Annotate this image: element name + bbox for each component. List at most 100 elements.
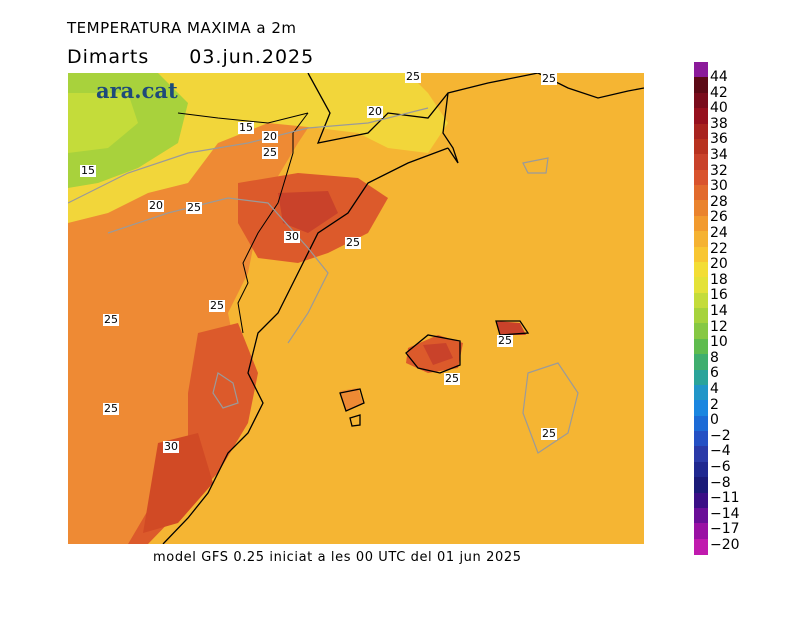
colorbar-cell [694,154,708,171]
colorbar-cell [694,123,708,140]
forecast-day: Dimarts [67,46,150,68]
colorbar-cell [694,292,708,309]
colorbar-cell [694,538,708,555]
colorbar-cell [694,308,708,324]
contour-20 [68,107,429,204]
colorbar-label: 42 [710,84,728,101]
colorbar-cell [694,92,708,109]
model-info: model GFS 0.25 iniciat a les 00 UTC del … [153,550,522,565]
colorbar-cell [694,523,708,540]
colorbar-label: −6 [710,459,731,475]
contour-label: 20 [367,105,383,118]
mallorca-outline [405,334,461,374]
colorbar-cell [694,261,708,278]
colorbar-label: −11 [710,490,740,507]
menorca-outline [495,320,530,336]
colorbar-label: 20 [710,256,728,273]
coastline-gulf [537,73,644,99]
colorbar-cell [694,354,708,370]
forecast-date: Dimarts 03.jun.2025 [67,46,314,68]
contour-label: 25 [103,402,119,415]
contour-label: 25 [345,236,361,249]
map-canvas [68,73,644,544]
colorbar-cell [694,415,708,432]
colorbar-label: 8 [710,349,719,366]
colorbar-label: −17 [710,521,740,538]
colorbar-cell [694,323,708,340]
ibiza-warm [340,388,363,411]
colorbar-cell [694,461,708,478]
contour-small [522,157,549,174]
colorbar-label: 2 [710,396,719,413]
contour-label: 30 [284,230,300,243]
ibiza-outline [339,388,365,412]
colorbar-cell [694,477,708,493]
chart-title: TEMPERATURA MAXIMA a 2m [67,19,297,37]
colorbar [694,62,708,555]
contour-label: 25 [405,70,421,83]
colorbar-label: −14 [710,505,740,522]
mallorca-core [423,343,453,365]
colorbar-cell [694,138,708,155]
coastline-north [307,73,539,144]
colorbar-cell [694,108,708,124]
contour-label: 25 [541,427,557,440]
colorbar-label: −20 [710,537,740,553]
colorbar-label: 12 [710,318,728,335]
contour-label: 25 [497,334,513,347]
contour-label: 15 [238,121,254,134]
colorbar-label: 26 [710,209,728,226]
logo: ara.cat [96,78,178,103]
colorbar-cell [694,338,708,355]
colorbar-cell [694,400,708,417]
colorbar-label: 14 [710,303,728,319]
national-border [177,112,309,124]
contour-label: 25 [209,299,225,312]
temperature-map [68,73,644,544]
colorbar-cell [694,62,708,78]
contour-label: 30 [163,440,179,453]
colorbar-cell [694,431,708,447]
contour-label: 25 [444,372,460,385]
colorbar-label: 30 [710,178,728,195]
contour-30-inland [212,372,239,409]
region-border [237,112,309,334]
contour-label: 25 [186,201,202,214]
colorbar-label: 16 [710,287,728,304]
colorbar-label: 36 [710,131,728,148]
contour-label: 20 [148,199,164,212]
colorbar-cell [694,185,708,201]
colorbar-label: −2 [710,427,731,444]
coastline-west [162,147,449,544]
colorbar-cell [694,369,708,386]
colorbar-label: 44 [710,69,728,85]
colorbar-label: 6 [710,365,719,382]
colorbar-label: 18 [710,271,728,288]
colorbar-label: 0 [710,412,719,429]
cold-zone-edge [68,93,138,153]
colorbar-cell [694,169,708,186]
colorbar-label: 34 [710,147,728,163]
contour-25-sea [522,362,579,454]
colorbar-cell [694,277,708,294]
hot-core-south [143,433,213,533]
colorbar-cell [694,446,708,463]
formentera-outline [349,414,361,427]
colorbar-cell [694,246,708,263]
hot-core-north [278,191,338,233]
contour-label: 25 [262,146,278,159]
colorbar-label: 10 [710,334,728,351]
contour-label: 25 [103,313,119,326]
colorbar-label: 24 [710,225,728,241]
colorbar-label: 4 [710,381,719,397]
colorbar-label: 32 [710,162,728,179]
colorbar-cell [694,200,708,217]
contour-label: 15 [80,164,96,177]
colorbar-label: 28 [710,193,728,210]
colorbar-label: −8 [710,474,731,491]
colorbar-cell [694,215,708,232]
contour-label: 20 [262,130,278,143]
colorbar-label: −4 [710,443,731,460]
colorbar-cell [694,507,708,524]
contour-label: 25 [541,72,557,85]
